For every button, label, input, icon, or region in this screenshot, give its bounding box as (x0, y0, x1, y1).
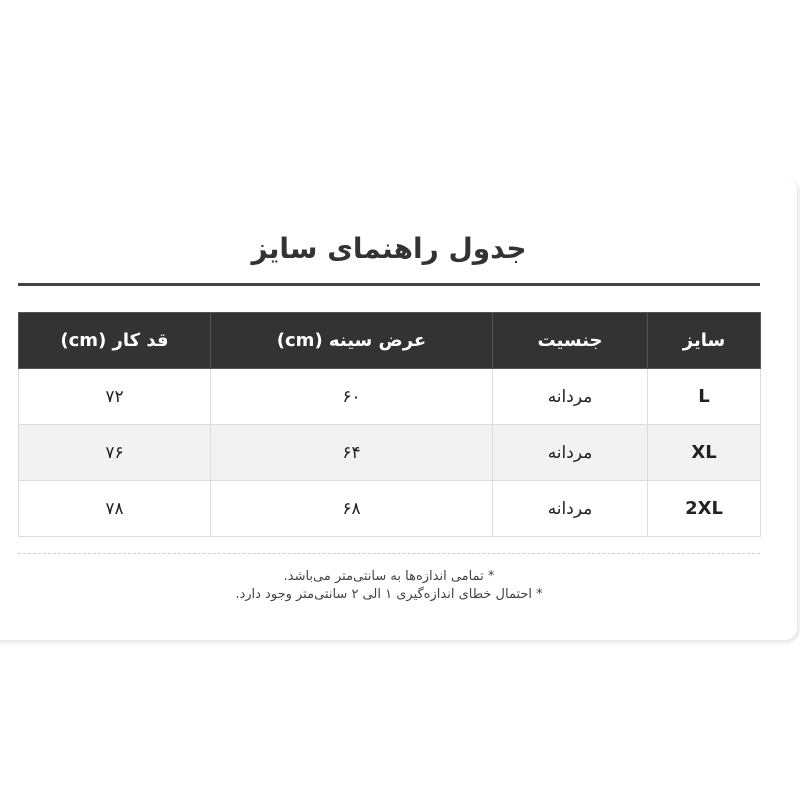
cell-chest-width: ۶۸ (210, 480, 493, 537)
cell-size: L (647, 368, 761, 425)
notes: * تمامی اندازه‌ها به سانتی‌متر می‌باشد. … (18, 568, 760, 604)
size-table: سایز جنسیت عرض سینه (cm) قد کار (cm) L م… (18, 312, 761, 537)
page-title: جدول راهنمای سایز (251, 232, 527, 265)
notes-divider (18, 553, 760, 554)
header-size: سایز (647, 312, 761, 369)
table-header-row: سایز جنسیت عرض سینه (cm) قد کار (cm) (18, 312, 761, 369)
cell-gender: مردانه (492, 424, 648, 481)
note-tolerance: * احتمال خطای اندازه‌گیری ۱ الی ۲ سانتی‌… (235, 587, 543, 602)
title-divider (18, 283, 760, 286)
cell-gender: مردانه (492, 480, 648, 537)
cell-chest-width: ۶۴ (210, 424, 493, 481)
table-row: 2XL مردانه ۶۸ ۷۸ (18, 480, 761, 537)
cell-size: 2XL (647, 480, 761, 537)
cell-gender: مردانه (492, 368, 648, 425)
cell-size: XL (647, 424, 761, 481)
cell-length: ۷۸ (18, 480, 211, 537)
cell-length: ۷۲ (18, 368, 211, 425)
header-chest-width: عرض سینه (cm) (210, 312, 493, 369)
table-row: XL مردانه ۶۴ ۷۶ (18, 424, 761, 481)
header-gender: جنسیت (492, 312, 648, 369)
header-length: قد کار (cm) (18, 312, 211, 369)
cell-chest-width: ۶۰ (210, 368, 493, 425)
table-row: L مردانه ۶۰ ۷۲ (18, 368, 761, 425)
cell-length: ۷۶ (18, 424, 211, 481)
note-units: * تمامی اندازه‌ها به سانتی‌متر می‌باشد. (283, 569, 495, 584)
